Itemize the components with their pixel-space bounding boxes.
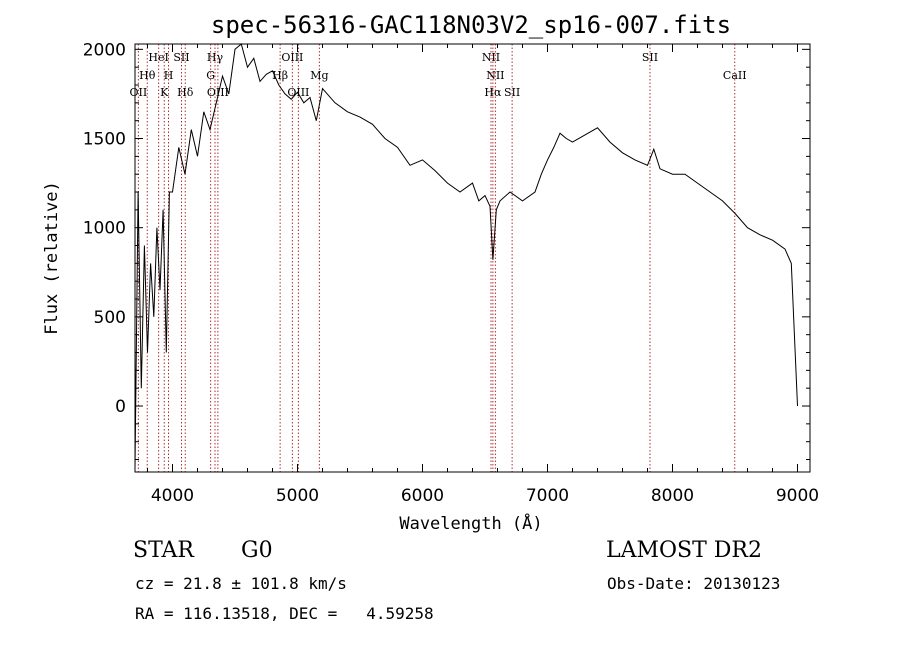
chart-title: spec-56316-GAC118N03V2_sp16-007.fits bbox=[211, 11, 731, 39]
x-axis-ticks: 4000 5000 6000 7000 8000 9000 bbox=[147, 44, 819, 506]
line-label-8: G bbox=[206, 69, 215, 82]
x-tick-label: 6000 bbox=[401, 486, 444, 506]
line-label-7: Hγ bbox=[207, 51, 224, 64]
line-label-15: NII bbox=[486, 69, 504, 82]
line-label-12: OIII bbox=[287, 86, 309, 99]
y-tick-label: 500 bbox=[94, 308, 126, 328]
spectrum-line bbox=[134, 43, 798, 469]
x-tick-label: 4000 bbox=[151, 486, 194, 506]
x-tick-label: 9000 bbox=[776, 486, 819, 506]
obs-date-text: Obs-Date: 20130123 bbox=[607, 574, 781, 593]
line-label-11: OIII bbox=[281, 51, 303, 64]
line-label-18: SII bbox=[642, 51, 658, 64]
line-label-4: H bbox=[164, 69, 174, 82]
line-label-6: Hδ bbox=[177, 86, 194, 99]
line-label-0: OII bbox=[130, 86, 148, 99]
x-tick-label: 5000 bbox=[276, 486, 319, 506]
line-label-19: CaII bbox=[723, 69, 747, 82]
line-label-14: NII bbox=[482, 51, 500, 64]
x-axis-label: Wavelength (Å) bbox=[399, 512, 542, 534]
plot-frame bbox=[134, 43, 811, 473]
line-label-17: SII bbox=[504, 86, 520, 99]
y-tick-label: 1500 bbox=[83, 130, 126, 150]
spectral-line-markers bbox=[137, 44, 736, 472]
y-axis-ticks: 0 500 1000 1500 2000 bbox=[83, 40, 810, 461]
survey-name: LAMOST DR2 bbox=[606, 538, 762, 563]
line-label-1: Hθ bbox=[139, 69, 156, 82]
spectral-line-labels: OIIHθHeIKHSIIHδHγGOIIIHβOIIIOIIIMgNIINII… bbox=[130, 51, 747, 99]
coordinates-text: RA = 116.13518, DEC = 4.59258 bbox=[135, 604, 434, 623]
line-label-9: OIII bbox=[207, 86, 229, 99]
y-axis-label: Flux (relative) bbox=[42, 181, 62, 335]
y-tick-label: 1000 bbox=[83, 219, 126, 239]
line-label-5: SII bbox=[173, 51, 189, 64]
object-class: STAR bbox=[133, 538, 194, 563]
object-subclass: G0 bbox=[241, 538, 273, 563]
y-tick-label: 2000 bbox=[83, 40, 126, 60]
line-label-3: K bbox=[160, 86, 169, 99]
x-tick-label: 7000 bbox=[526, 486, 569, 506]
line-label-16: Hα bbox=[484, 86, 502, 99]
line-label-2: HeI bbox=[148, 51, 168, 64]
y-tick-label: 0 bbox=[115, 397, 126, 417]
x-tick-label: 8000 bbox=[651, 486, 694, 506]
line-label-13: Mg bbox=[310, 69, 328, 82]
redshift-text: cz = 21.8 ± 101.8 km/s bbox=[135, 574, 347, 593]
